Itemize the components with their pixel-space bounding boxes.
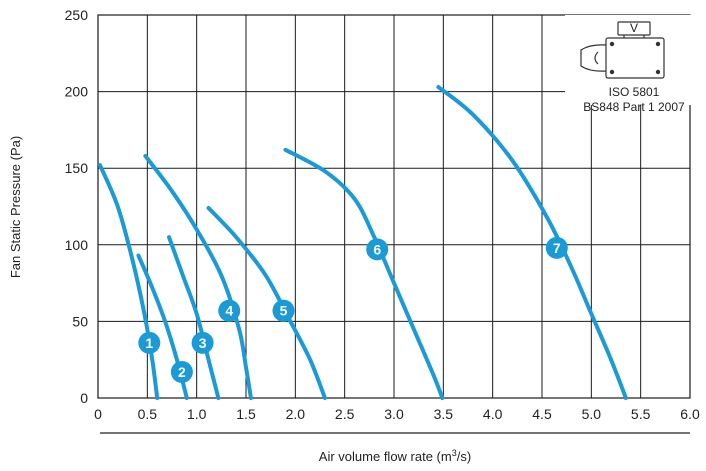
y-tick-2: 100 [65, 237, 89, 253]
x-tick-0: 0 [94, 406, 102, 422]
inset-line-2: BS848 Part 1 2007 [583, 100, 685, 114]
y-axis-label: Fan Static Pressure (Pa) [8, 136, 23, 278]
x-tick-11: 5.5 [631, 406, 651, 422]
x-tick-5: 2.5 [335, 406, 355, 422]
x-axis-label-superscript: 3 [452, 448, 457, 458]
curve-7-label: 7 [553, 240, 561, 256]
curve-6 [283, 147, 445, 400]
curve-2-label: 2 [178, 364, 186, 380]
curve-4 [143, 153, 253, 400]
plot-frame [97, 14, 691, 399]
x-tick-12: 6.0 [680, 406, 700, 422]
curve-3-marker [191, 331, 214, 354]
inset-background [565, 15, 695, 105]
y-tick-1: 50 [72, 313, 88, 329]
fan-curves [97, 85, 628, 400]
plot-border [97, 14, 691, 399]
x-tick-1: 0.5 [138, 406, 158, 422]
y-tick-3: 150 [65, 160, 89, 176]
x-tick-9: 4.5 [532, 406, 552, 422]
curve-4-marker [218, 299, 241, 322]
x-tick-4: 2.0 [286, 406, 306, 422]
curve-5-label: 5 [280, 303, 288, 319]
curve-2-marker [170, 360, 193, 383]
x-tick-6: 3.0 [384, 406, 404, 422]
curve-6-label: 6 [373, 241, 381, 257]
inset-line-1: ISO 5801 [609, 85, 660, 99]
curve-4-label: 4 [225, 303, 233, 319]
x-axis-label-prefix: Air volume flow rate (m [319, 449, 452, 464]
curve-1 [97, 163, 160, 400]
x-tick-10: 5.0 [582, 406, 602, 422]
curve-7 [436, 85, 628, 400]
x-tick-2: 1.0 [187, 406, 207, 422]
fan-casing-icon [580, 21, 665, 79]
curve-7-marker [545, 236, 568, 259]
curve-3-label: 3 [199, 335, 207, 351]
curve-3 [167, 235, 221, 400]
curve-1-label: 1 [145, 335, 153, 351]
curve-5 [206, 206, 327, 400]
x-tick-8: 4.0 [483, 406, 503, 422]
x-tick-7: 3.5 [434, 406, 454, 422]
y-tick-5: 250 [65, 7, 89, 23]
y-tick-labels: 0 50 100 150 200 250 [65, 7, 89, 406]
curve-6-marker [366, 238, 389, 261]
x-tick-labels: 0 0.5 1.0 1.5 2.0 2.5 3.0 3.5 4.0 4.5 5.0 5.5 6.0 [94, 406, 700, 422]
inset-badge-letter: V [630, 21, 638, 35]
curve-5-marker [272, 299, 295, 322]
x-axis-label-suffix: /s) [457, 449, 471, 464]
curve-1-marker [138, 331, 161, 354]
y-tick-0: 0 [80, 390, 88, 406]
x-axis-label: Air volume flow rate (m3/s) [319, 448, 471, 464]
x-tick-3: 1.5 [236, 406, 256, 422]
iso-standard-inset: V ISO 5801 BS848 Part 1 2007 [565, 15, 695, 114]
y-tick-4: 200 [65, 84, 89, 100]
